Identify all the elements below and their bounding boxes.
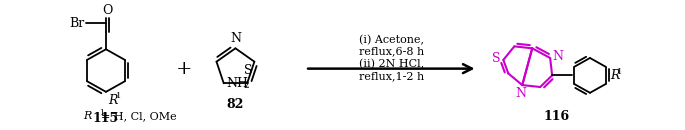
Text: reflux,6-8 h: reflux,6-8 h (359, 46, 424, 56)
Text: N: N (552, 50, 563, 63)
Text: (i) Acetone,: (i) Acetone, (359, 34, 424, 45)
Text: 82: 82 (227, 98, 244, 111)
Text: N: N (516, 87, 527, 100)
Text: 116: 116 (543, 110, 569, 123)
Text: 1: 1 (116, 92, 121, 100)
Text: R: R (108, 94, 117, 107)
Text: reflux,1-2 h: reflux,1-2 h (359, 71, 424, 81)
Text: (ii) 2N HCl,: (ii) 2N HCl, (359, 59, 424, 69)
Text: NH: NH (227, 77, 249, 90)
Text: S: S (492, 52, 500, 65)
Text: 2: 2 (244, 81, 249, 90)
Text: N: N (230, 32, 241, 45)
Text: S: S (244, 64, 252, 77)
Text: = H, Cl, OMe: = H, Cl, OMe (101, 111, 177, 121)
Text: 115: 115 (93, 112, 119, 125)
Text: O: O (102, 4, 112, 17)
Text: +: + (175, 60, 192, 78)
Text: 1: 1 (99, 109, 104, 117)
Text: 1: 1 (617, 67, 622, 76)
Text: Br: Br (68, 17, 84, 30)
Text: R: R (610, 69, 619, 82)
Text: R: R (84, 111, 92, 121)
